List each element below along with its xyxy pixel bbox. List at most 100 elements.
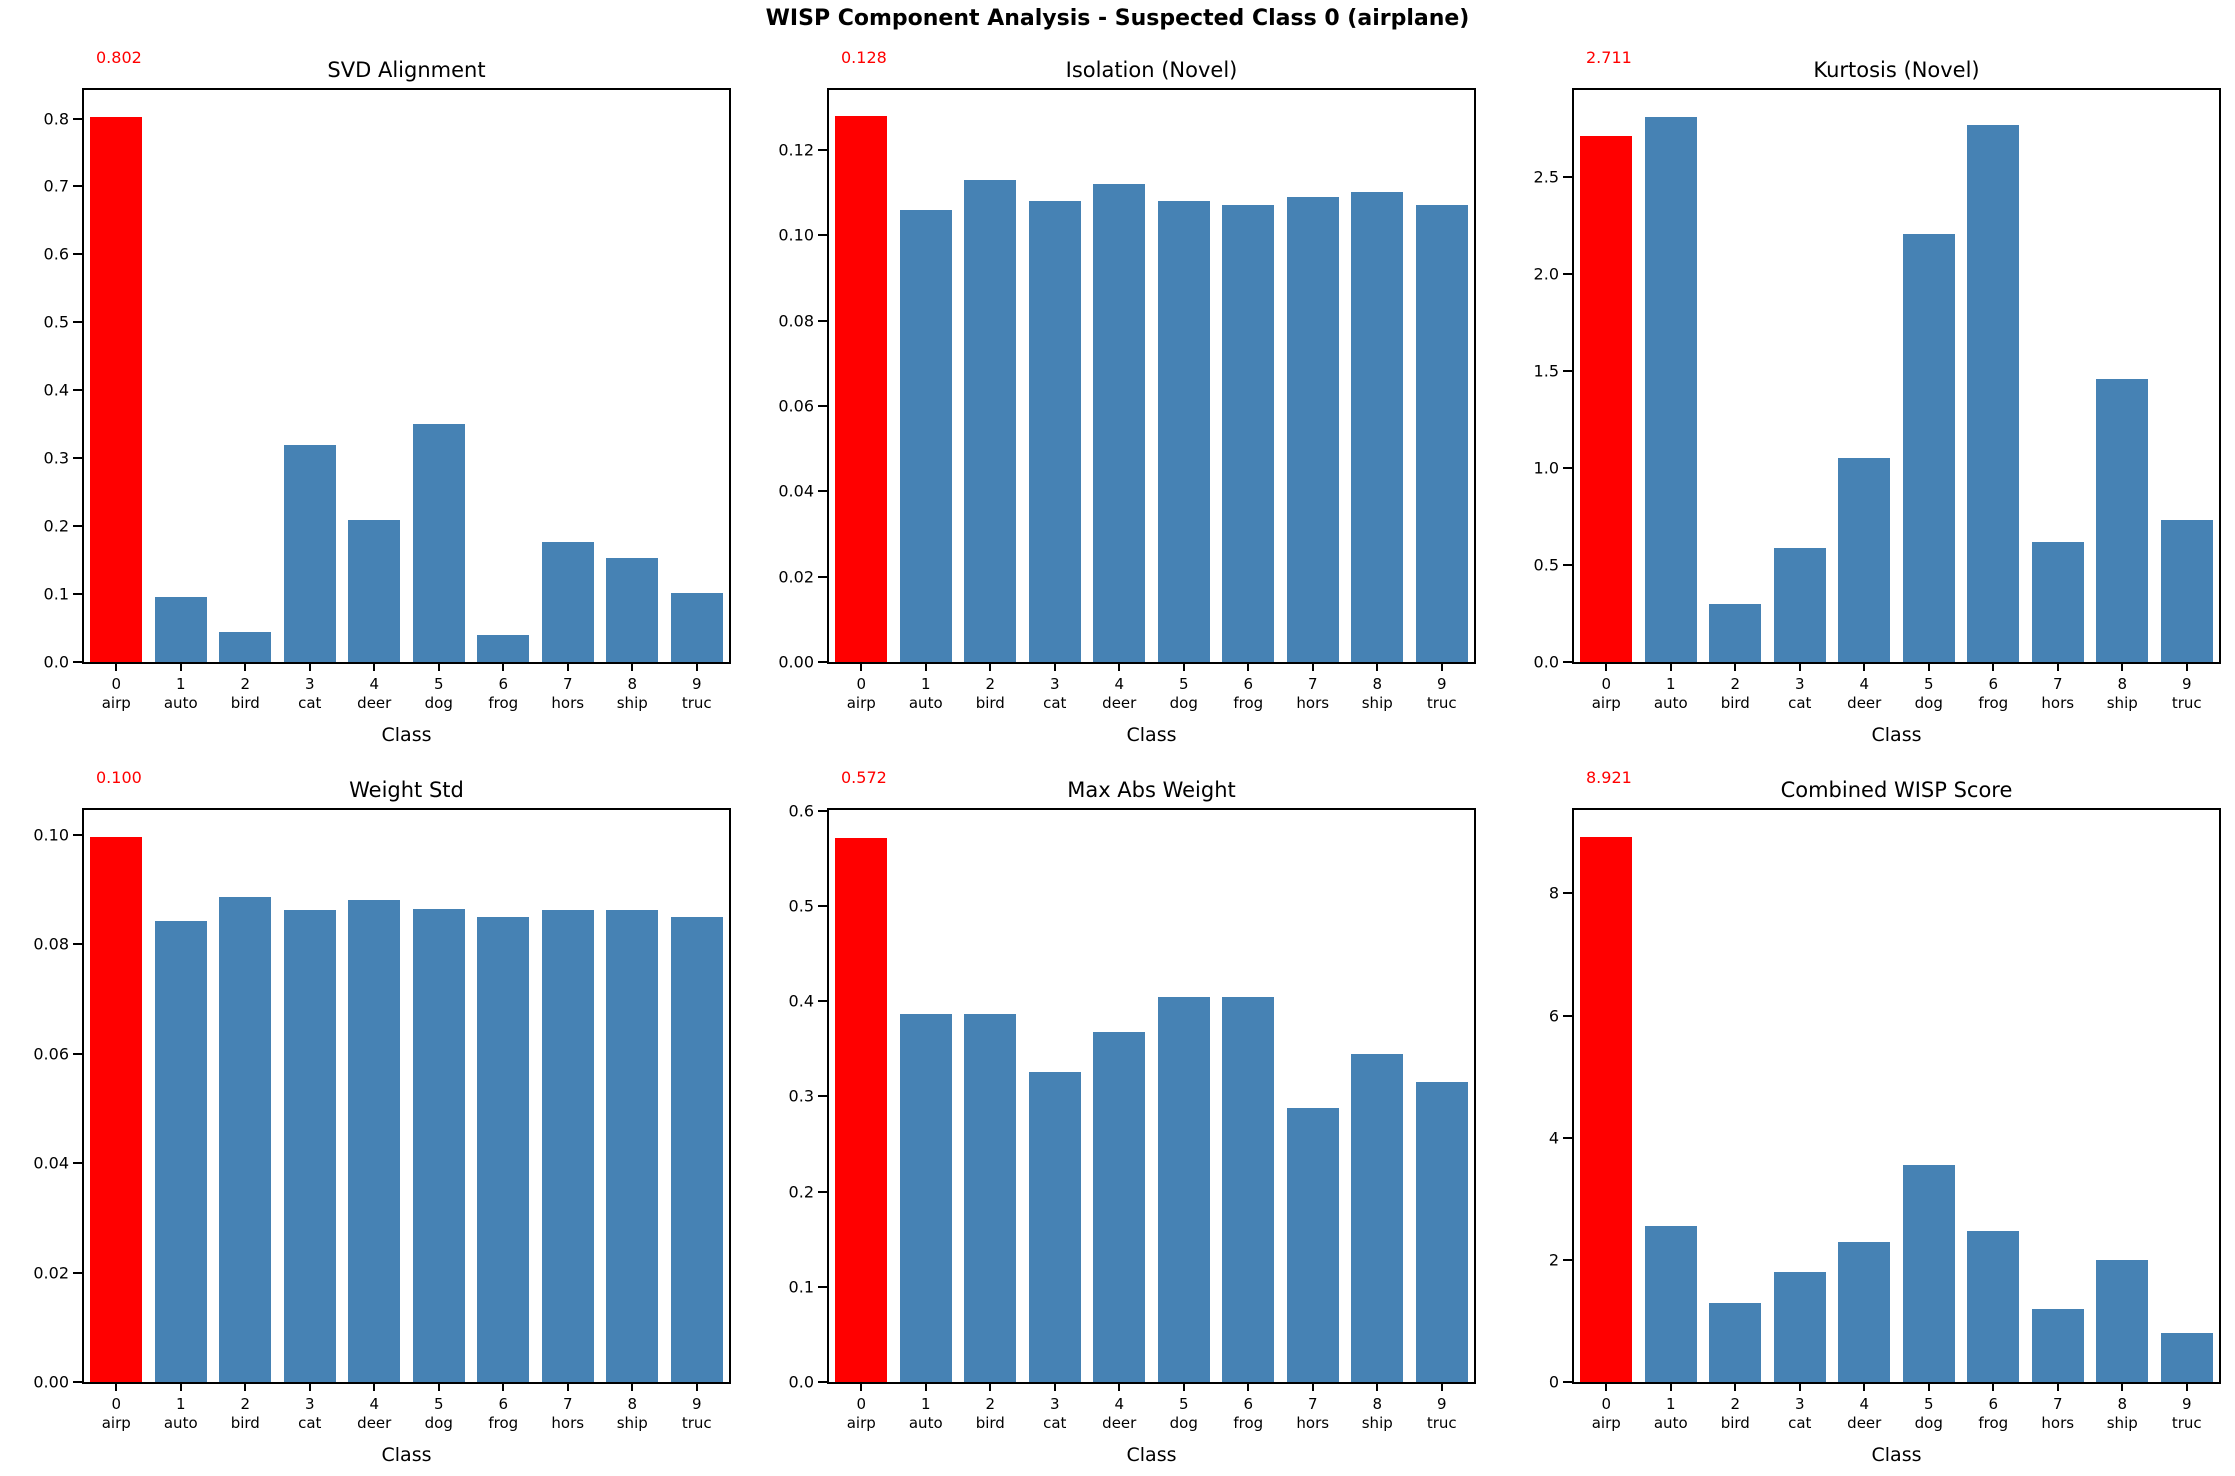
x-tick-label-id: 4 bbox=[1859, 1395, 1870, 1413]
x-tick-label: 9 truc bbox=[682, 1395, 712, 1433]
bar-auto bbox=[154, 597, 207, 662]
x-tick-label-name: auto bbox=[1653, 694, 1688, 712]
x-tick-mark bbox=[2185, 662, 2188, 671]
annotation-value: 0.128 bbox=[841, 48, 887, 67]
x-tick-label: 2 bird bbox=[976, 1395, 1005, 1433]
x-axis-label: Class bbox=[381, 1444, 432, 1466]
x-tick-label-id: 0 bbox=[111, 1395, 122, 1413]
x-tick-mark bbox=[308, 662, 311, 671]
x-tick-label-name: airp bbox=[101, 694, 131, 712]
x-tick-label-name: deer bbox=[1847, 1414, 1882, 1432]
x-tick-mark bbox=[924, 1382, 927, 1391]
figure-title: WISP Component Analysis - Suspected Clas… bbox=[765, 6, 1470, 31]
x-tick-mark bbox=[1927, 1382, 1930, 1391]
x-tick-label: 1 auto bbox=[1654, 1395, 1688, 1433]
bar-cat bbox=[283, 444, 336, 662]
bar-hors bbox=[1286, 196, 1339, 662]
x-tick-label: 7 hors bbox=[2041, 1395, 2074, 1433]
x-tick-mark bbox=[502, 1382, 505, 1391]
y-tick-label: 0.1 bbox=[43, 584, 69, 604]
x-tick-mark bbox=[437, 662, 440, 671]
x-tick-label-name: cat bbox=[1043, 694, 1067, 712]
bar-airp bbox=[90, 117, 143, 662]
x-tick-label: 0 airp bbox=[847, 675, 876, 713]
bar-hors bbox=[2031, 1308, 2084, 1382]
x-tick-mark bbox=[989, 662, 992, 671]
y-tick-label: 0.02 bbox=[33, 1263, 69, 1283]
y-tick-label: 0.12 bbox=[778, 140, 814, 160]
x-tick-label-name: deer bbox=[357, 1414, 392, 1432]
x-tick-label-id: 7 bbox=[562, 675, 573, 693]
x-tick-label-name: bird bbox=[230, 694, 260, 712]
y-tick-mark bbox=[818, 404, 827, 407]
bar-ship bbox=[2096, 378, 2149, 662]
x-tick-label: 2 bird bbox=[231, 675, 260, 713]
y-tick-mark bbox=[1563, 1381, 1572, 1383]
x-tick-mark bbox=[373, 1382, 376, 1391]
bar-auto bbox=[1644, 1226, 1697, 1382]
bar-cat bbox=[1028, 1071, 1081, 1382]
y-tick-mark bbox=[818, 1095, 827, 1098]
bar-deer bbox=[1838, 458, 1891, 662]
plot-area: 0.00 0.02 0.04 0.06 0.08 0.10 0.12 0 airp 1 auto 2 b… bbox=[778, 88, 1476, 712]
annotation-value: 0.100 bbox=[96, 768, 142, 787]
x-tick-label-id: 8 bbox=[627, 675, 638, 693]
x-tick-label-id: 0 bbox=[856, 1395, 867, 1413]
x-tick-label-name: cat bbox=[298, 1414, 322, 1432]
bar-hors bbox=[2031, 541, 2084, 662]
subplot-isolation-novel: 0.128 Isolation (Novel) 0.00 0.02 0.04 0.06… bbox=[745, 36, 1490, 756]
x-tick-label-name: truc bbox=[681, 694, 712, 712]
x-tick-label-name: dog bbox=[1914, 694, 1943, 712]
y-tick-mark bbox=[1563, 467, 1572, 470]
x-tick-label: 5 dog bbox=[1915, 1395, 1943, 1433]
x-tick-label: 5 dog bbox=[1915, 675, 1943, 713]
bar-bird bbox=[219, 897, 272, 1382]
x-tick-label-id: 9 bbox=[2181, 675, 2192, 693]
x-tick-mark bbox=[1053, 662, 1056, 671]
x-tick-label-id: 3 bbox=[1049, 1395, 1060, 1413]
subplot-grid: 0.802 SVD Alignment 0.0 0.1 0.2 0.3 0.4 0.5 0.… bbox=[0, 36, 2235, 1476]
x-tick-label-name: ship bbox=[616, 1414, 648, 1432]
x-tick-label-id: 1 bbox=[920, 1395, 931, 1413]
annotation-value: 0.802 bbox=[96, 48, 142, 67]
x-tick-label: 7 hors bbox=[2041, 675, 2074, 713]
x-tick-label: 8 ship bbox=[1362, 675, 1393, 713]
bar-deer bbox=[1093, 183, 1146, 662]
x-tick-label-name: frog bbox=[488, 1414, 519, 1432]
x-tick-label-id: 9 bbox=[691, 1395, 702, 1413]
x-tick-label-name: hors bbox=[1296, 1414, 1330, 1432]
y-tick-label: 0.04 bbox=[33, 1153, 69, 1173]
x-tick-label: 6 frog bbox=[488, 675, 518, 713]
bar-airp bbox=[1580, 837, 1633, 1382]
x-tick-mark bbox=[244, 662, 247, 671]
x-tick-label-name: hors bbox=[1296, 694, 1330, 712]
x-tick-label-name: dog bbox=[1914, 1414, 1943, 1432]
x-tick-label: 2 bird bbox=[1721, 675, 1750, 713]
x-tick-label: 4 deer bbox=[1102, 1395, 1136, 1433]
x-tick-label-name: frog bbox=[1978, 694, 2009, 712]
x-tick-label-id: 1 bbox=[175, 675, 186, 693]
x-tick-label-id: 9 bbox=[2181, 1395, 2192, 1413]
x-tick-label-name: dog bbox=[424, 694, 453, 712]
x-tick-label: 9 truc bbox=[2172, 675, 2202, 713]
x-tick-mark bbox=[502, 662, 505, 671]
bar-bird bbox=[964, 179, 1017, 662]
y-tick-label: 0.04 bbox=[778, 481, 814, 501]
bar-deer bbox=[348, 899, 401, 1382]
y-tick-mark bbox=[1563, 273, 1572, 276]
x-tick-label-id: 5 bbox=[1178, 675, 1189, 693]
x-tick-label-id: 0 bbox=[1601, 675, 1612, 693]
x-tick-label-id: 8 bbox=[627, 1395, 638, 1413]
x-tick-label-id: 1 bbox=[1665, 675, 1676, 693]
y-tick-mark bbox=[818, 809, 827, 812]
y-tick-label: 0.10 bbox=[33, 825, 69, 845]
bar-auto bbox=[154, 920, 207, 1382]
x-tick-label-id: 5 bbox=[1923, 675, 1934, 693]
x-tick-label-name: ship bbox=[2106, 694, 2138, 712]
x-tick-label-name: truc bbox=[2171, 694, 2202, 712]
x-tick-label-name: auto bbox=[163, 1414, 198, 1432]
y-tick-label: 0.6 bbox=[788, 801, 814, 821]
bar-frog bbox=[1967, 1230, 2020, 1382]
x-tick-label-name: hors bbox=[2041, 1414, 2075, 1432]
bar-dog bbox=[1902, 233, 1955, 662]
